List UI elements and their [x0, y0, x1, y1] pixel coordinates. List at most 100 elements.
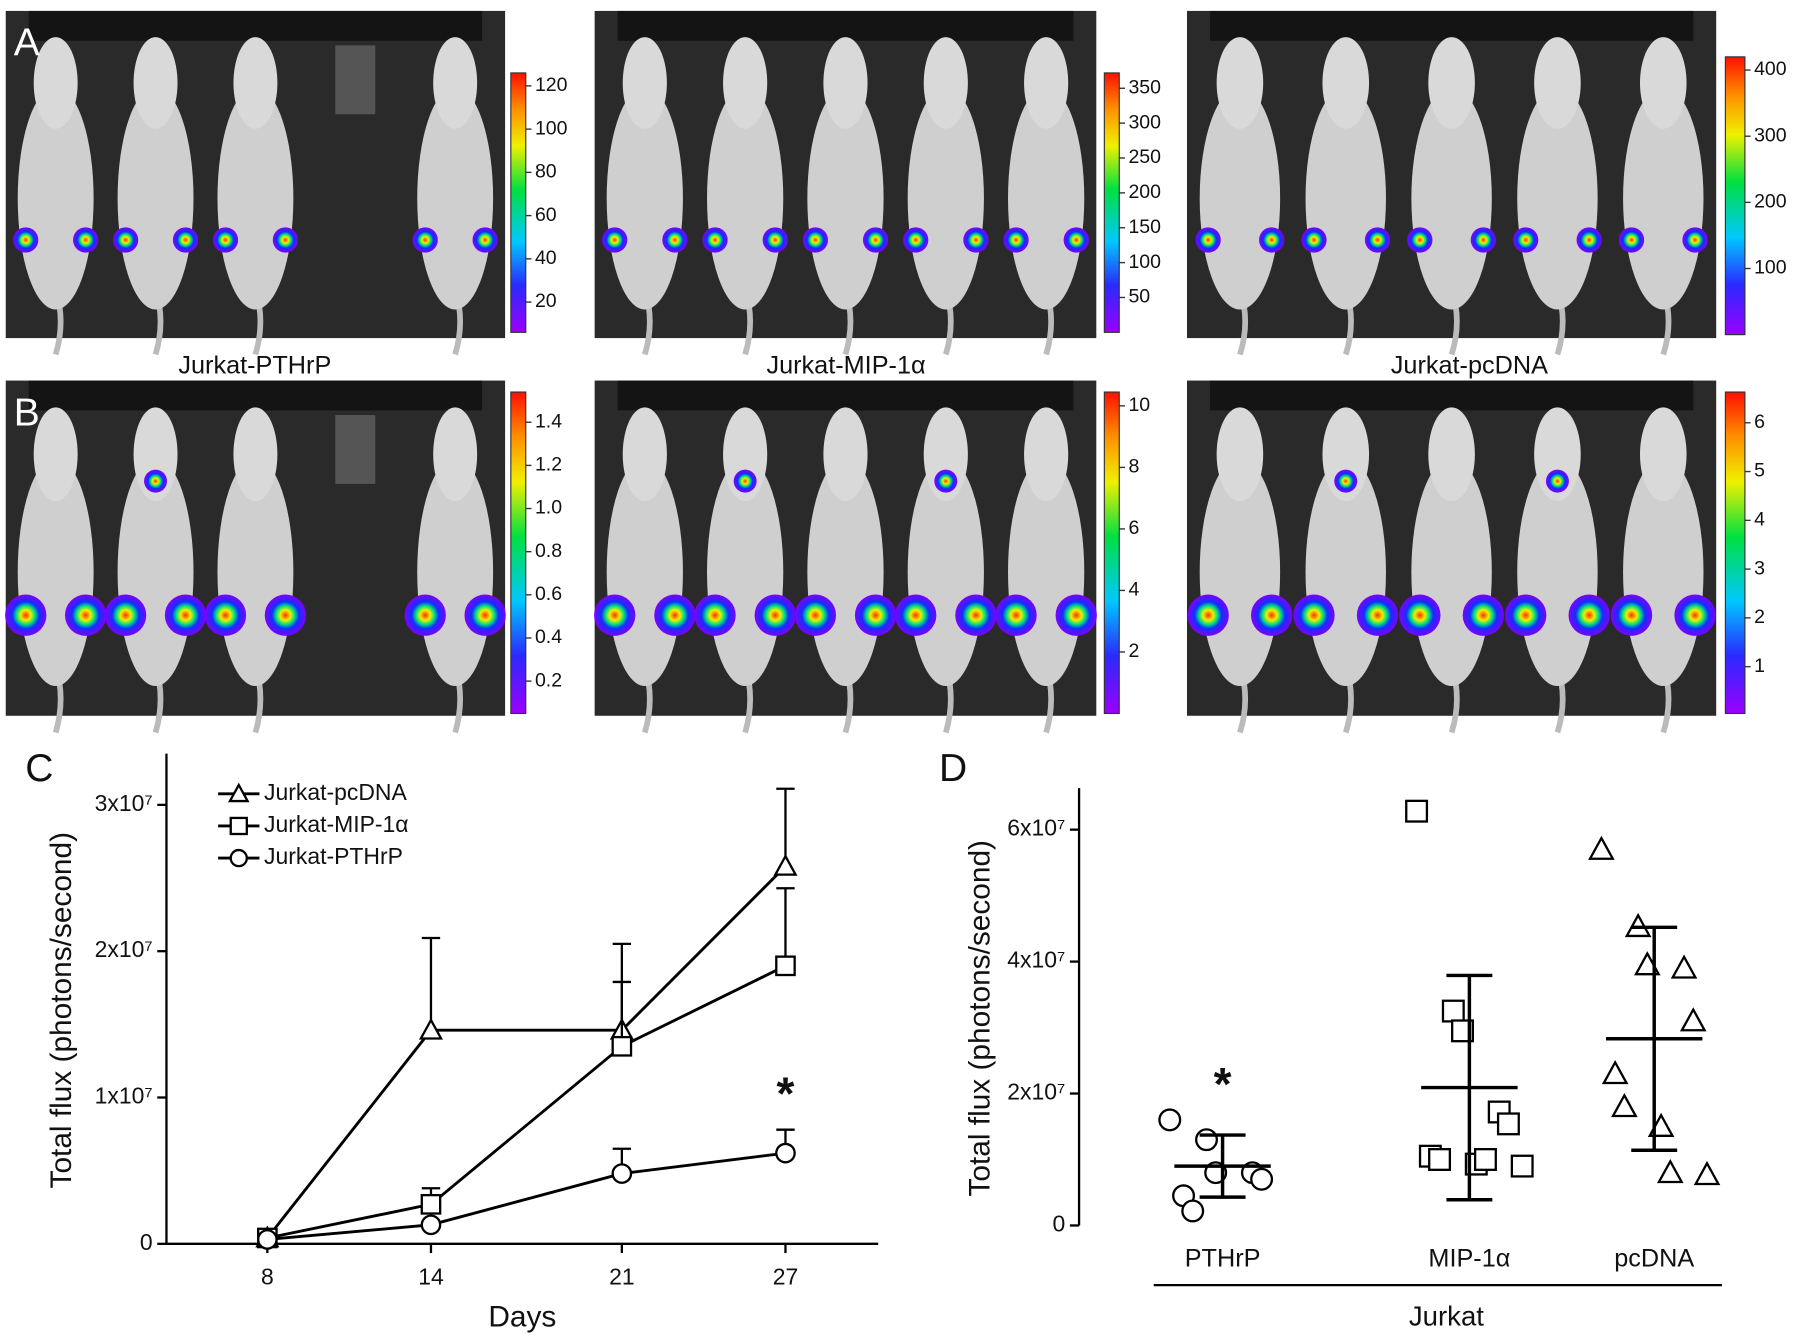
category-label: pcDNA: [1614, 1245, 1694, 1273]
signal: [963, 227, 989, 253]
panel-label: B: [14, 391, 40, 434]
marker: [1428, 1148, 1452, 1171]
signal: [1618, 227, 1645, 253]
signal: [862, 227, 889, 253]
mouse-body: [807, 87, 884, 310]
colorbar-tick-label: 4: [1128, 579, 1139, 601]
y-axis-title: Total flux (photons/second): [963, 840, 996, 1196]
y-axis-title: Total flux (photons/second): [45, 832, 78, 1188]
mouse-body: [217, 87, 294, 310]
mouse-body: [117, 87, 194, 310]
signal: [1195, 227, 1221, 253]
signal: [1301, 227, 1327, 253]
signal: [602, 227, 628, 253]
signal: [895, 594, 937, 636]
signal: [1462, 594, 1505, 636]
mouse-head: [723, 37, 768, 129]
signal: [762, 227, 788, 253]
annotation: *: [1214, 1058, 1232, 1110]
signal: [464, 594, 506, 636]
signal: [212, 227, 239, 253]
mouse-body: [1623, 87, 1704, 310]
signal: [1568, 594, 1610, 636]
signal: [1545, 469, 1569, 493]
colorbar-tick-label: 20: [535, 290, 557, 312]
colorbar-tick-label: 0.6: [535, 583, 562, 605]
marker: [1588, 835, 1615, 860]
colorbar-tick-label: 3: [1754, 557, 1765, 579]
mouse-body: [1199, 87, 1281, 310]
mouse-body: [606, 87, 683, 310]
category-label: MIP-1α: [1428, 1245, 1510, 1273]
marker: [1158, 1108, 1182, 1132]
mouse-head: [1428, 407, 1475, 502]
marker: [1679, 1007, 1707, 1032]
signal: [13, 227, 39, 253]
marker: [227, 782, 250, 803]
mouse-body: [1008, 87, 1085, 310]
mouse-body: [17, 87, 94, 310]
signal: [594, 594, 636, 636]
image-rack: [28, 10, 483, 41]
image-rack: [1209, 380, 1694, 411]
mouse-head: [1534, 37, 1581, 129]
error-bar: [776, 787, 795, 867]
marker: [420, 1214, 442, 1236]
mouse-head: [1322, 37, 1370, 129]
series-line: [267, 1151, 786, 1241]
marker: [775, 955, 796, 977]
marker: [420, 1193, 442, 1215]
marker: [1496, 1112, 1520, 1136]
legend-label: Jurkat-MIP-1α: [264, 811, 409, 837]
mouse-head: [923, 407, 968, 502]
legend-label: Jurkat-PTHrP: [264, 843, 403, 869]
signal: [995, 594, 1037, 636]
mouse-head: [1024, 37, 1069, 129]
signal: [1674, 594, 1716, 636]
colorbar-tick-label: 350: [1128, 76, 1161, 98]
image-rack: [617, 380, 1074, 411]
panel-label: D: [939, 747, 967, 790]
x-tick-label: 21: [609, 1263, 635, 1289]
panel-label: A: [14, 22, 40, 65]
mouse-head: [33, 37, 78, 129]
colorbar-tick-label: 100: [1128, 251, 1161, 273]
mouse-head: [1428, 37, 1475, 129]
colorbar-tick-label: 150: [1128, 216, 1161, 238]
signal: [1293, 594, 1335, 636]
sd-bar: [1631, 925, 1678, 1152]
mouse-head: [233, 407, 278, 502]
signal: [1356, 594, 1399, 636]
signal: [412, 227, 438, 253]
mouse-body: [1411, 87, 1492, 310]
signal: [144, 469, 168, 493]
signal: [662, 227, 688, 253]
legend-label: Jurkat-pcDNA: [264, 779, 407, 805]
signal: [1513, 227, 1539, 253]
colorbar-tick-label: 400: [1754, 58, 1787, 80]
colorbar-tick-label: 1.0: [535, 497, 562, 519]
signal: [702, 227, 728, 253]
signal: [754, 594, 796, 636]
y-tick-label: 2x10⁷: [1007, 1079, 1065, 1105]
signal: [1407, 227, 1433, 253]
colorbar: [1103, 391, 1120, 715]
image-caption: Jurkat-MIP-1α: [766, 351, 925, 379]
signal: [694, 594, 736, 636]
image-panel: 0.2 0.4 0.6 0.8 1.0 1.2 1.4 B: [5, 380, 562, 734]
marker: [1611, 1092, 1638, 1118]
marker: [418, 1017, 444, 1040]
marker: [1473, 1148, 1497, 1171]
colorbar: [510, 391, 527, 715]
image-panel: 100 200 300 400 Jurkat-pcDNA: [1186, 10, 1787, 379]
signal: [1470, 227, 1496, 253]
image-rack: [1209, 10, 1694, 41]
x-axis-title: Days: [488, 1300, 556, 1333]
mouse-body: [1517, 87, 1598, 310]
y-tick-label: 2x10⁷: [95, 936, 153, 962]
signal: [1187, 594, 1229, 636]
marker: [1670, 954, 1698, 979]
image-caption: Jurkat-PTHrP: [178, 351, 331, 379]
signal: [794, 594, 837, 636]
category-label: PTHrP: [1185, 1245, 1261, 1273]
